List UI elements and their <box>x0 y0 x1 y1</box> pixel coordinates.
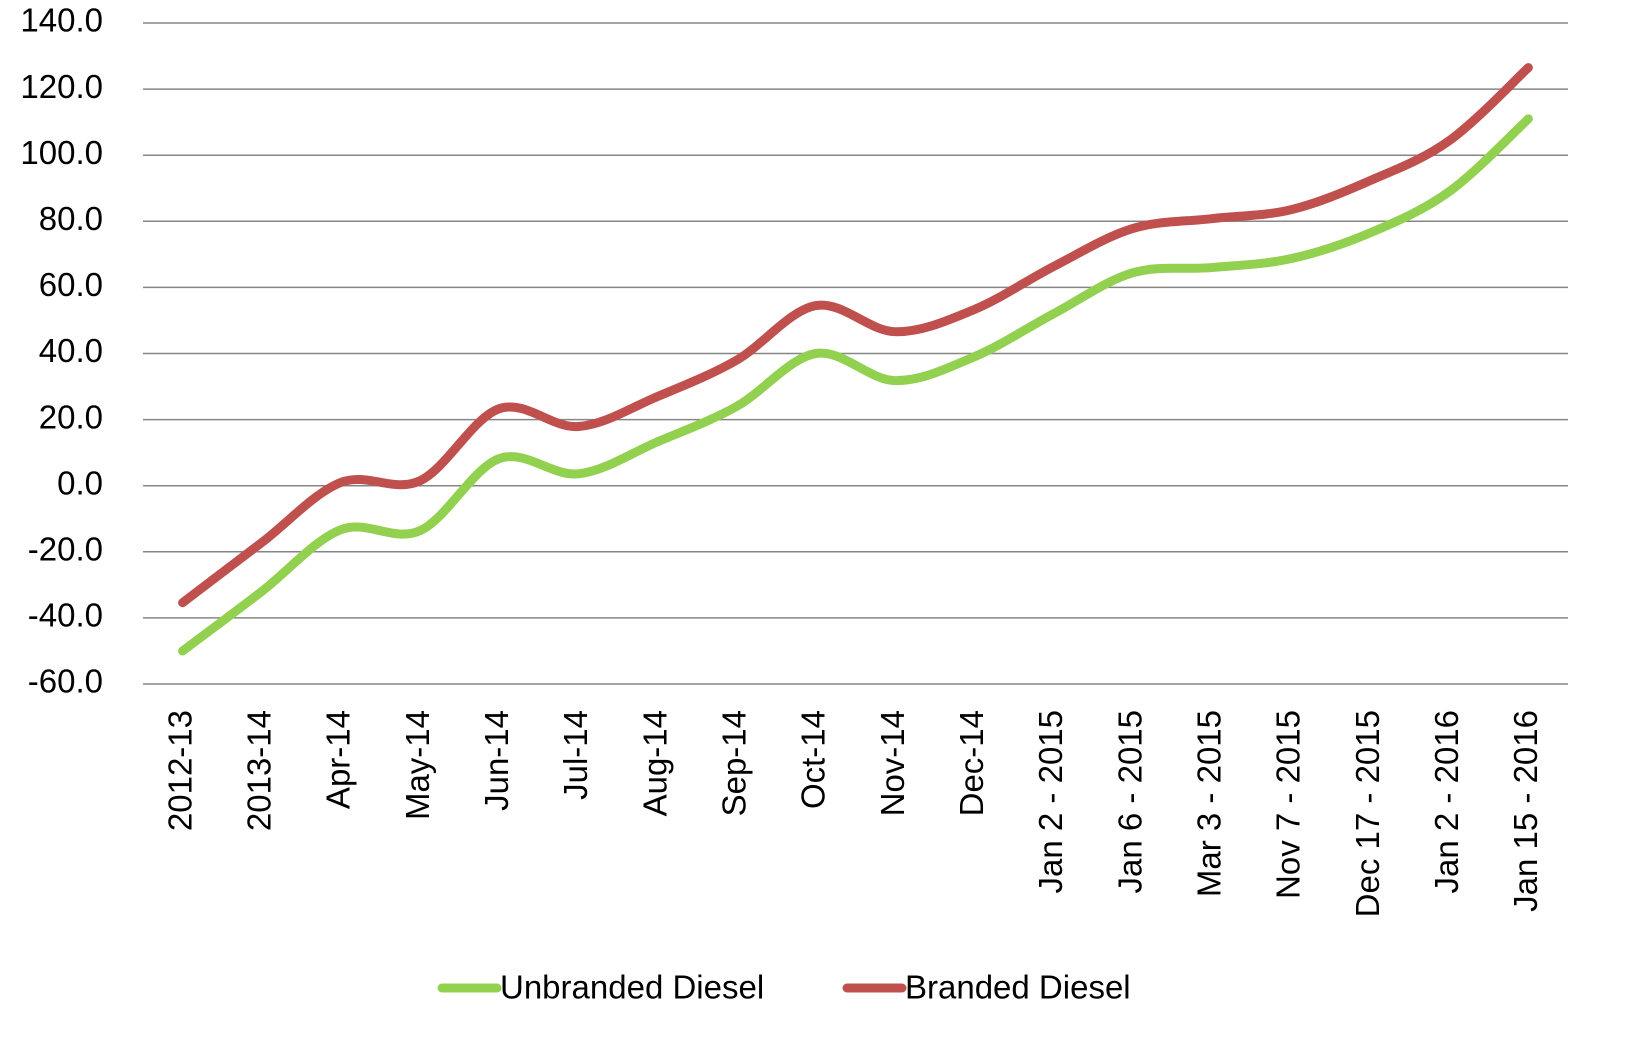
x-tick-label: Jan 15 - 2016 <box>1507 710 1544 912</box>
x-tick-label: Oct-14 <box>795 710 832 809</box>
x-tick-label: May-14 <box>399 710 436 820</box>
y-tick-label: 20.0 <box>39 398 103 435</box>
y-tick-label: 60.0 <box>39 266 103 303</box>
x-tick-label: Jan 6 - 2015 <box>1111 710 1148 893</box>
y-tick-label: -40.0 <box>28 597 103 634</box>
y-tick-label: 40.0 <box>39 332 103 369</box>
x-tick-label: Aug-14 <box>636 710 673 816</box>
x-tick-label: 2012-13 <box>161 710 198 831</box>
y-tick-label: 80.0 <box>39 200 103 237</box>
x-tick-label: Dec 17 - 2015 <box>1349 710 1386 917</box>
x-tick-label: Nov-14 <box>874 710 911 816</box>
x-tick-label: Apr-14 <box>320 710 357 809</box>
legend-label: Branded Diesel <box>905 969 1131 1006</box>
x-tick-label: Nov 7 - 2015 <box>1270 710 1307 899</box>
legend-label: Unbranded Diesel <box>500 969 764 1006</box>
x-tick-label: Jan 2 - 2016 <box>1428 710 1465 893</box>
x-tick-label: Jan 2 - 2015 <box>1032 710 1069 893</box>
y-tick-label: -20.0 <box>28 531 103 568</box>
series-line <box>178 114 1533 656</box>
x-tick-label: Dec-14 <box>953 710 990 816</box>
series-line <box>178 63 1533 608</box>
x-tick-label: Sep-14 <box>715 710 752 816</box>
x-tick-label: Mar 3 - 2015 <box>1190 710 1227 897</box>
y-tick-label: 0.0 <box>57 464 103 501</box>
y-tick-label: 140.0 <box>20 2 103 39</box>
x-tick-label: 2013-14 <box>240 710 277 831</box>
x-tick-label: Jul-14 <box>557 710 594 800</box>
x-tick-label: Jun-14 <box>478 710 515 811</box>
y-tick-label: 100.0 <box>20 134 103 171</box>
y-tick-label: 120.0 <box>20 68 103 105</box>
y-tick-label: -60.0 <box>28 663 103 700</box>
